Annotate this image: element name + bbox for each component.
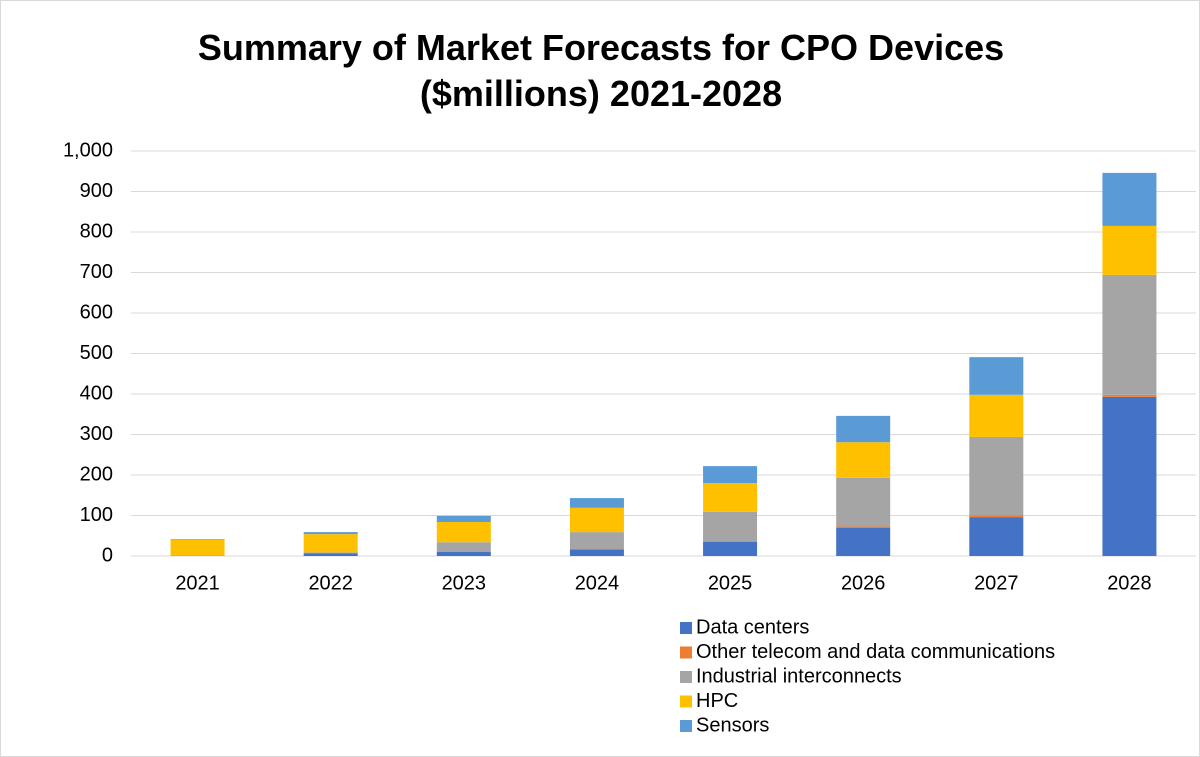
x-tick-label: 2024	[575, 572, 620, 594]
bar-segment	[569, 507, 624, 533]
x-tick-label: 2023	[442, 572, 487, 594]
bar-segment	[303, 534, 358, 553]
legend-swatch	[680, 671, 692, 683]
legend-label: Other telecom and data communications	[696, 641, 1055, 663]
y-tick-label: 800	[80, 220, 113, 242]
y-tick-label: 200	[80, 463, 113, 485]
bar-segment	[703, 483, 758, 512]
bar-segment	[436, 521, 491, 543]
bar-segment	[836, 415, 891, 443]
bar-segment	[303, 553, 358, 556]
legend-label: Sensors	[696, 714, 769, 736]
y-tick-label: 700	[80, 261, 113, 283]
bar-segment	[969, 394, 1024, 437]
bar-segment	[969, 436, 1024, 516]
y-tick-label: 0	[102, 544, 113, 566]
bar-segment	[703, 466, 758, 484]
y-tick-label: 400	[80, 382, 113, 404]
legend-label: Industrial interconnects	[696, 665, 902, 687]
legend-swatch	[680, 695, 692, 708]
bar-segment	[969, 357, 1024, 395]
x-tick-label: 2021	[175, 572, 220, 594]
legend-swatch	[680, 720, 692, 732]
bar-segment	[569, 498, 624, 508]
x-tick-label: 2025	[708, 572, 753, 594]
bar-segment	[170, 555, 225, 556]
bar-segment	[1102, 225, 1157, 275]
bar-segment	[569, 532, 624, 550]
bar-segment	[569, 549, 624, 556]
legend-label: Data centers	[696, 616, 809, 638]
bar-segment	[436, 542, 491, 552]
x-tick-label: 2026	[841, 572, 886, 594]
bar-segment	[303, 552, 358, 554]
bar-segment	[1102, 274, 1157, 395]
y-tick-label: 300	[80, 423, 113, 445]
bar-segment	[703, 541, 758, 556]
bar-segment	[303, 532, 358, 535]
bar-segment	[836, 526, 891, 528]
bar-segment	[969, 517, 1024, 556]
bar-segment	[170, 539, 225, 556]
legend-swatch	[680, 622, 692, 634]
y-tick-label: 500	[80, 342, 113, 364]
bar-segment	[1102, 172, 1157, 226]
bar-segment	[836, 442, 891, 478]
legend-label: HPC	[696, 690, 738, 712]
bar-segment	[436, 515, 491, 522]
bar-segment	[436, 551, 491, 556]
bar-segment	[703, 541, 758, 542]
legend-swatch	[680, 646, 692, 659]
bar-segment	[969, 515, 1024, 518]
bar-segment	[1102, 394, 1157, 397]
x-tick-label: 2027	[974, 572, 1019, 594]
x-tick-label: 2028	[1107, 572, 1152, 594]
bar-segment	[1102, 396, 1157, 556]
bar-segment	[836, 527, 891, 556]
chart-title: Summary of Market Forecasts for CPO Devi…	[197, 27, 1005, 114]
x-tick-label: 2022	[308, 572, 353, 594]
y-tick-label: 600	[80, 301, 113, 323]
y-tick-label: 100	[80, 504, 113, 526]
bar-segment	[703, 511, 758, 542]
bar-segment	[836, 477, 891, 527]
y-tick-label: 1,000	[63, 139, 113, 161]
y-tick-label: 900	[80, 180, 113, 202]
